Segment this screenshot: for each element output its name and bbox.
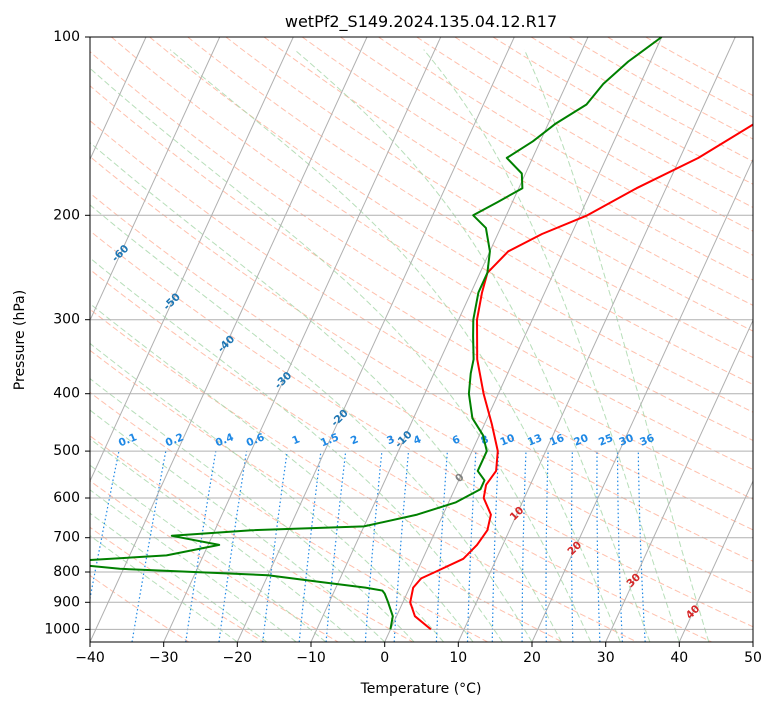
isotherm-label: 40	[684, 603, 703, 622]
mixing-ratio-label: 10	[498, 432, 516, 449]
moist-adiabat	[0, 311, 296, 642]
mixing-ratio-label: 0.4	[214, 431, 236, 449]
y-tick-label: 100	[53, 29, 80, 45]
mixing-ratio-label: 30	[617, 432, 635, 449]
mixing-ratio-label: 36	[638, 432, 656, 449]
y-tick-label: 500	[53, 443, 80, 459]
mixing-ratio-label: 3	[385, 433, 396, 447]
isotherm-gridline	[385, 37, 662, 642]
mixing-ratio-line	[436, 451, 447, 642]
mixing-ratio-label: 4	[412, 433, 423, 447]
y-tick-label: 1000	[44, 621, 80, 637]
mixing-ratio-line	[597, 451, 600, 642]
isotherm-gridline	[16, 37, 293, 642]
moist-adiabat	[294, 50, 650, 642]
plot-area: -100-90-80-70-60-50-40-30-20-10010203040…	[0, 37, 775, 642]
mixing-ratio-line	[546, 451, 548, 642]
dry-adiabat	[0, 37, 775, 642]
x-axis-label: Temperature (°C)	[360, 681, 482, 697]
mixing-ratio-label: 6	[451, 433, 462, 447]
y-tick-label: 900	[53, 594, 80, 610]
dry-adiabat	[0, 37, 338, 642]
chart-title: wetPf2_S149.2024.135.04.12.R17	[285, 12, 557, 32]
y-axis-label: Pressure (hPa)	[12, 290, 28, 390]
x-tick-label: −20	[223, 650, 253, 666]
y-tick-label: 800	[53, 564, 80, 580]
y-tick-label: 200	[53, 207, 80, 223]
y-tick-label: 700	[53, 530, 80, 546]
mixing-ratio-line	[618, 451, 623, 642]
dry-adiabat	[0, 37, 637, 642]
y-tick-label: 300	[53, 312, 80, 328]
isotherm-gridline	[753, 37, 775, 642]
x-tick-label: 0	[380, 650, 389, 666]
isotherm-label: -30	[272, 370, 294, 392]
mixing-ratio-line	[219, 451, 247, 642]
mixing-ratio-line	[299, 451, 321, 642]
dry-adiabat	[0, 37, 775, 642]
isotherm-label: 20	[565, 539, 584, 558]
mixing-ratio-label: 13	[526, 432, 544, 449]
mixing-ratio-line	[394, 451, 408, 642]
dry-adiabat	[188, 37, 775, 642]
y-tick-label: 600	[53, 490, 80, 506]
x-tick-label: 50	[744, 650, 762, 666]
x-tick-label: 30	[597, 650, 615, 666]
isotherm-label: 10	[508, 504, 527, 523]
dry-adiabat	[608, 37, 775, 642]
isotherm-label: 30	[624, 571, 643, 590]
isotherm-label: -80	[6, 147, 28, 169]
x-tick-label: 10	[449, 650, 467, 666]
x-tick-label: −10	[296, 650, 326, 666]
dry-adiabat	[111, 37, 775, 642]
dry-adiabat	[493, 37, 775, 642]
dry-adiabat	[0, 37, 189, 642]
mixing-ratio-line	[492, 451, 498, 642]
dry-adiabat	[0, 37, 775, 642]
moist-adiabat	[0, 328, 267, 642]
mixing-ratio-line	[82, 451, 119, 642]
mixing-ratio-line	[326, 451, 346, 642]
x-tick-label: 20	[523, 650, 541, 666]
mixing-ratio-line	[132, 451, 166, 642]
dry-adiabat	[302, 37, 775, 642]
isotherm-label: -50	[161, 291, 183, 313]
mixing-ratio-line	[365, 451, 382, 642]
mixing-ratio-label: 25	[597, 432, 615, 449]
y-tick-label: 400	[53, 386, 80, 402]
mixing-ratio-label: 1	[290, 433, 301, 447]
mixing-ratio-label: 2	[349, 433, 360, 447]
moist-adiabat	[170, 50, 620, 642]
dry-adiabat	[340, 37, 775, 642]
dry-adiabat	[0, 37, 488, 642]
mixing-ratio-label: 20	[572, 432, 590, 449]
x-tick-label: −30	[149, 650, 179, 666]
isotherm-label: 0	[453, 471, 467, 485]
mixing-ratio-label: 0.1	[117, 431, 139, 449]
dry-adiabat	[226, 37, 775, 642]
dry-adiabat	[35, 37, 775, 642]
mixing-ratio-label: 0.2	[164, 431, 186, 449]
x-tick-label: 40	[670, 650, 688, 666]
isotherm-label: -40	[215, 333, 237, 355]
x-tick-label: −40	[75, 650, 105, 666]
isotherm-gridline	[164, 37, 441, 642]
isotherm-label: -60	[110, 243, 132, 265]
isotherm-label: -20	[329, 407, 351, 429]
isotherm-label: -10	[393, 429, 415, 451]
mixing-ratio-label: 1.5	[319, 431, 341, 449]
mixing-ratio-label: 0.6	[245, 431, 267, 449]
dry-adiabat	[0, 37, 775, 642]
isotherm-gridline	[0, 37, 72, 642]
